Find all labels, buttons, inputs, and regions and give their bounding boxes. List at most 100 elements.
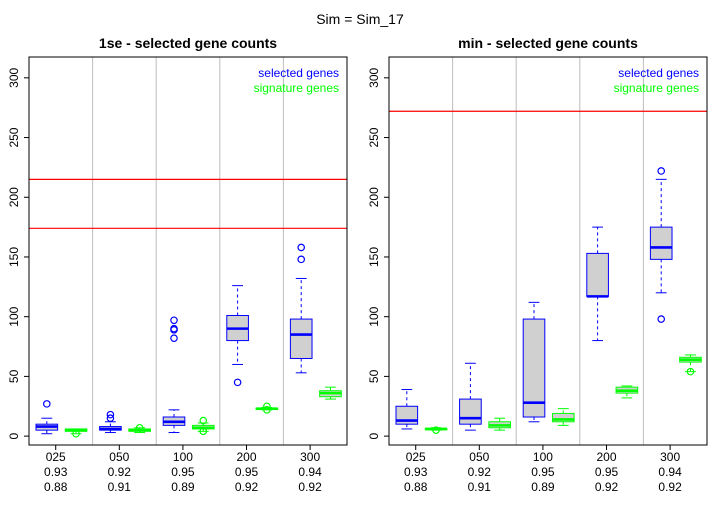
outlier-point (657, 315, 666, 323)
boxplot-selected-025 (395, 389, 419, 430)
y-tick-label: 100 (367, 306, 381, 326)
x-tick-label-row3: 0.92 (235, 480, 259, 494)
boxplot-selected-100 (162, 316, 186, 434)
x-tick-label-row3: 0.91 (468, 480, 492, 494)
boxplot-selected-200 (586, 226, 609, 342)
x-tick-label: 100 (173, 450, 193, 464)
x-tick-label-row3: 0.89 (531, 480, 555, 494)
x-tick-label-row2: 0.92 (468, 465, 492, 479)
y-tick-label: 0 (367, 432, 381, 439)
plot-frame (388, 56, 708, 446)
outlier-point (43, 400, 51, 408)
outlier-point (657, 167, 666, 175)
y-tick-label: 300 (367, 67, 381, 87)
x-tick-label-row2: 0.93 (44, 465, 68, 479)
box (649, 226, 673, 260)
box (459, 398, 482, 425)
panel-title: 1se - selected gene counts (99, 35, 277, 51)
y-tick-label: 50 (7, 369, 21, 383)
box (289, 318, 313, 359)
y-tick-label: 200 (367, 187, 381, 207)
panel-title: min - selected gene counts (458, 35, 638, 51)
y-tick-label: 250 (7, 127, 21, 147)
box (522, 318, 546, 418)
outlier-point (135, 423, 144, 432)
outlier-point (170, 316, 178, 325)
box (551, 412, 575, 423)
y-tick-label: 250 (367, 127, 381, 147)
boxplot-signature-050 (128, 423, 151, 434)
x-tick-label: 025 (46, 450, 66, 464)
boxplot-selected-050 (99, 410, 122, 434)
boxplot-signature-050 (488, 417, 511, 431)
y-tick-label: 100 (7, 306, 21, 326)
x-tick-label-row3: 0.92 (658, 480, 682, 494)
plot-frame (28, 56, 348, 446)
boxplot-signature-025 (424, 426, 448, 434)
x-tick-label: 025 (406, 450, 426, 464)
chart-panel-1: 1se - selected gene counts05010015020025… (7, 35, 348, 494)
outlier-point (233, 378, 242, 387)
x-tick-label-row3: 0.88 (44, 480, 68, 494)
legend-entry: selected genes (618, 66, 699, 80)
x-tick-label-row2: 0.94 (658, 465, 682, 479)
boxplot-signature-300 (679, 354, 702, 376)
boxplot-signature-200 (255, 402, 279, 414)
outlier-point (72, 429, 80, 438)
boxplot-selected-050 (459, 362, 482, 431)
x-tick-label: 300 (660, 450, 680, 464)
boxplot-signature-200 (615, 385, 639, 399)
boxplot-signature-025 (64, 428, 88, 438)
boxplot-selected-025 (35, 400, 59, 435)
outlier-point (199, 427, 208, 436)
x-tick-label-row3: 0.88 (404, 480, 428, 494)
y-tick-label: 150 (367, 247, 381, 267)
y-tick-label: 50 (367, 369, 381, 383)
outlier-point (199, 416, 208, 425)
x-tick-label: 200 (596, 450, 616, 464)
x-tick-label-row2: 0.94 (298, 465, 322, 479)
x-tick-label: 050 (109, 450, 129, 464)
y-tick-label: 150 (7, 247, 21, 267)
outlier-point (106, 414, 115, 423)
x-tick-label-row3: 0.89 (171, 480, 195, 494)
y-tick-label: 300 (7, 67, 21, 87)
outlier-point (170, 334, 178, 342)
x-tick-label: 100 (533, 450, 553, 464)
outlier-point (170, 324, 178, 333)
outlier-point (106, 410, 115, 419)
x-tick-label-row2: 0.95 (235, 465, 259, 479)
boxplot-signature-300 (319, 386, 342, 400)
x-tick-label: 300 (300, 450, 320, 464)
boxplot-selected-100 (522, 301, 546, 423)
x-tick-label-row2: 0.95 (531, 465, 555, 479)
outlier-point (263, 402, 271, 411)
legend-entry: signature genes (254, 81, 339, 95)
box (586, 252, 609, 297)
y-tick-label: 200 (7, 187, 21, 207)
x-tick-label-row3: 0.92 (298, 480, 322, 494)
x-tick-label-row2: 0.93 (404, 465, 428, 479)
x-tick-label-row3: 0.92 (595, 480, 619, 494)
x-tick-label-row2: 0.95 (171, 465, 195, 479)
x-tick-label: 200 (236, 450, 256, 464)
outlier-point (686, 367, 695, 376)
x-tick-label-row3: 0.91 (108, 480, 132, 494)
y-tick-label: 0 (7, 432, 21, 439)
boxplot-signature-100 (191, 416, 215, 436)
x-tick-label-row2: 0.95 (595, 465, 619, 479)
x-tick-label: 050 (469, 450, 489, 464)
boxplot-signature-100 (551, 408, 575, 426)
legend-entry: selected genes (258, 66, 339, 80)
boxplot-selected-300 (289, 243, 313, 374)
figure-title: Sim = Sim_17 (316, 11, 404, 27)
outlier-point (297, 243, 306, 252)
outlier-point (263, 406, 271, 414)
legend-entry: signature genes (614, 81, 699, 95)
chart-panel-2: min - selected gene counts05010015020025… (367, 35, 708, 494)
boxplot-selected-200 (226, 285, 249, 387)
x-tick-label-row2: 0.92 (108, 465, 132, 479)
outlier-point (432, 426, 440, 434)
